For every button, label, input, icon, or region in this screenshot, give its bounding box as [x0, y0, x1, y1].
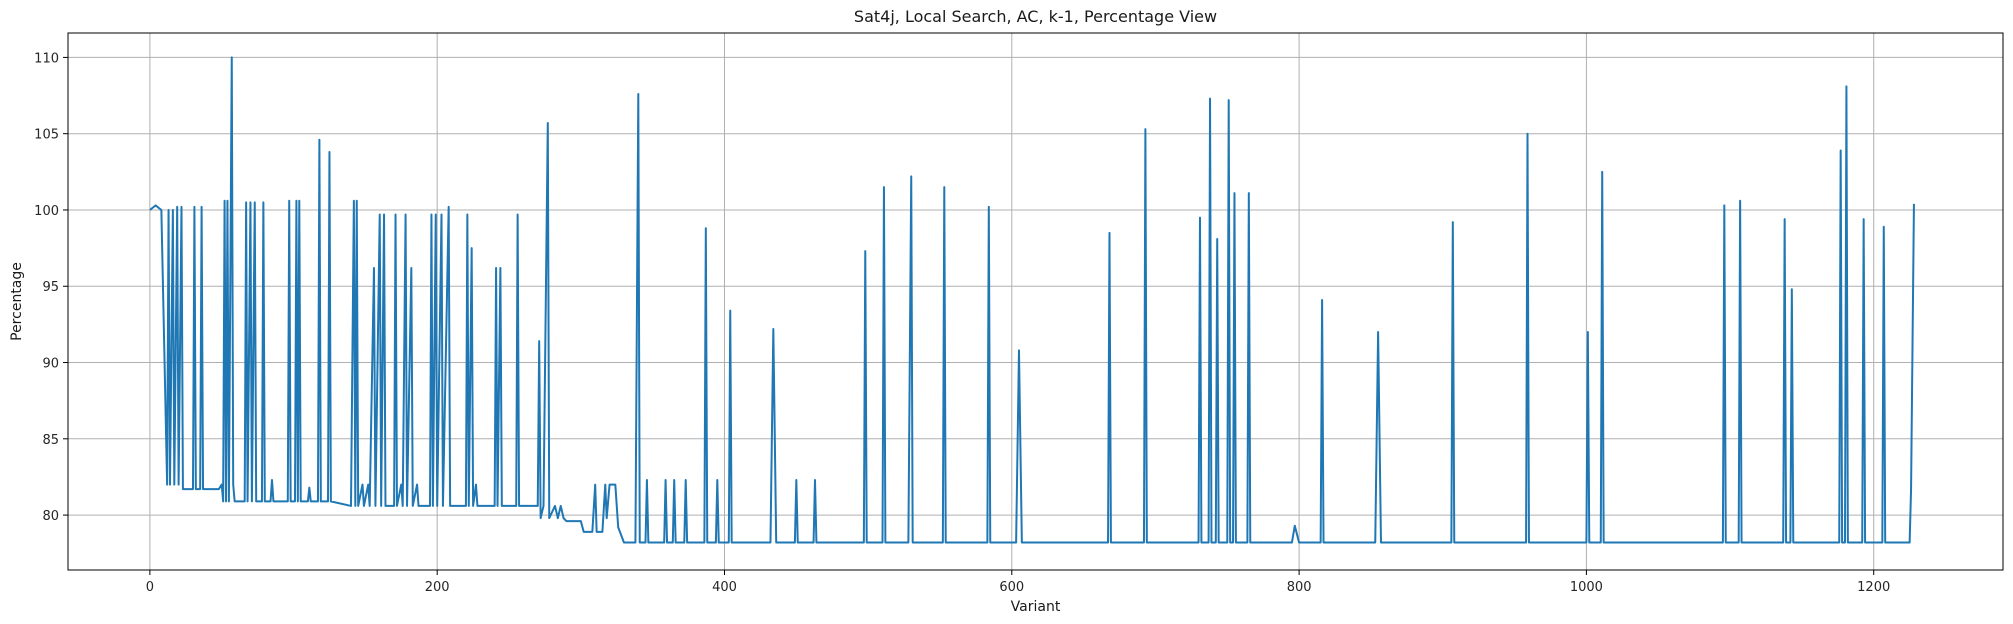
x-tick-label: 200	[425, 580, 450, 595]
grid	[68, 33, 2003, 570]
y-tick-label: 110	[34, 51, 59, 66]
series-line	[149, 56, 1915, 544]
chart-title: Sat4j, Local Search, AC, k-1, Percentage…	[854, 7, 1217, 26]
x-tick-label: 0	[146, 580, 154, 595]
x-tick-label: 400	[712, 580, 737, 595]
y-tick-label: 100	[34, 204, 59, 219]
y-tick-label: 90	[42, 357, 59, 372]
x-tick-label: 1200	[1857, 580, 1890, 595]
x-tick-label: 600	[999, 580, 1024, 595]
x-tick-label: 800	[1287, 580, 1312, 595]
x-axis-title: Variant	[1011, 599, 1061, 615]
y-axis-title: Percentage	[9, 262, 25, 341]
y-tick-label: 95	[42, 280, 59, 295]
x-tick-label: 1000	[1570, 580, 1603, 595]
y-tick-label: 105	[34, 128, 59, 143]
y-tick-label: 80	[42, 509, 59, 524]
series-line-group	[149, 56, 1915, 544]
y-tick-label: 85	[42, 433, 59, 448]
plot-frame	[67, 32, 2004, 571]
axis-ticks: 0 200 400 600 800 1000 1200 80 85 90 95 100 105 110	[34, 51, 1890, 595]
